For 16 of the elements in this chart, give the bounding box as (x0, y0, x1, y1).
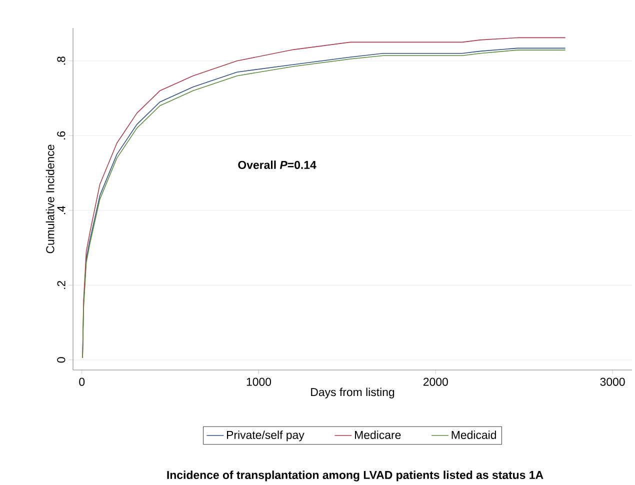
y-tick-label: .8 (57, 56, 66, 65)
x-tick-label: 1000 (246, 378, 272, 386)
legend-label: Private/self pay (227, 430, 304, 442)
y-axis-title: Cumulative Incidence (46, 144, 54, 254)
x-axis-title: Days from listing (311, 388, 394, 398)
y-tick-label: 0 (57, 357, 66, 363)
y-tick-label: .2 (57, 280, 66, 289)
legend-label: Medicare (355, 430, 401, 440)
y-tick-label: .6 (57, 131, 66, 140)
y-tick-label: .4 (57, 206, 66, 214)
annotation: Overall P=0.14 (238, 160, 316, 169)
x-tick-label: 3000 (600, 378, 625, 386)
x-tick-label: 0 (79, 378, 85, 386)
legend-label: Medicaid (452, 430, 496, 440)
x-tick-label: 2000 (423, 378, 448, 386)
text: Incidence of transplantation among LVAD patients listed as status 1A (167, 470, 544, 482)
